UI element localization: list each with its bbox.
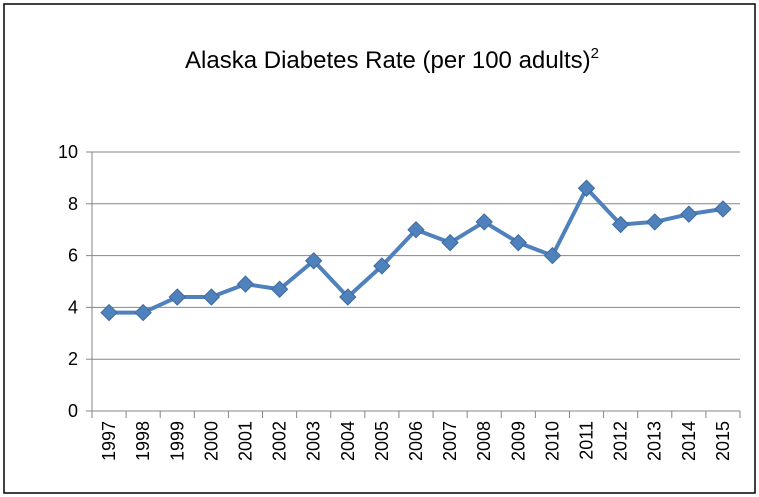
y-tick-label: 4 <box>68 297 78 317</box>
y-tick-label: 0 <box>68 401 78 421</box>
data-point <box>680 205 698 223</box>
y-tick-label: 2 <box>68 349 78 369</box>
data-point <box>134 303 152 322</box>
x-tick-label: 1999 <box>167 421 187 461</box>
data-point <box>714 200 732 218</box>
x-tick-label: 2012 <box>611 421 631 461</box>
title-text: Alaska Diabetes Rate (per 100 adults) <box>185 47 591 74</box>
data-point <box>407 220 425 239</box>
x-tick-label: 2010 <box>542 421 562 461</box>
data-point <box>509 233 528 252</box>
x-tick-label: 2006 <box>406 421 426 461</box>
y-tick-label: 8 <box>68 194 78 214</box>
x-tick-label: 1997 <box>99 421 119 461</box>
x-tick-label: 2002 <box>270 421 290 461</box>
x-tick-label: 2001 <box>235 421 255 461</box>
data-point <box>646 213 664 231</box>
x-tick-label: 2009 <box>508 421 528 461</box>
data-point <box>373 257 391 275</box>
chart-title: Alaska Diabetes Rate (per 100 adults)2 <box>185 45 599 74</box>
x-tick-label: 1998 <box>133 421 153 461</box>
data-point <box>475 213 493 231</box>
x-tick-label: 2013 <box>645 421 665 461</box>
data-point <box>577 179 596 197</box>
y-tick-label: 10 <box>58 142 78 162</box>
x-tick-label: 2007 <box>440 421 460 461</box>
data-point <box>304 252 323 270</box>
data-point <box>339 288 357 306</box>
data-point <box>202 288 221 306</box>
data-point <box>270 280 289 298</box>
data-point <box>543 246 562 265</box>
data-point <box>611 215 630 234</box>
chart-frame <box>3 3 756 494</box>
x-tick-label: 2011 <box>577 421 597 460</box>
data-point <box>441 233 459 252</box>
x-tick-label: 2015 <box>713 421 733 461</box>
title-superscript: 2 <box>591 45 599 62</box>
x-tick-label: 2000 <box>201 421 221 461</box>
data-point <box>236 275 255 293</box>
x-tick-label: 2003 <box>304 421 324 461</box>
y-tick-label: 6 <box>68 246 78 266</box>
data-point <box>100 303 118 322</box>
x-tick-label: 2005 <box>372 421 392 461</box>
data-point <box>168 288 186 306</box>
x-tick-label: 2004 <box>338 421 358 461</box>
x-tick-label: 2008 <box>474 421 494 461</box>
x-tick-label: 2014 <box>679 421 699 461</box>
